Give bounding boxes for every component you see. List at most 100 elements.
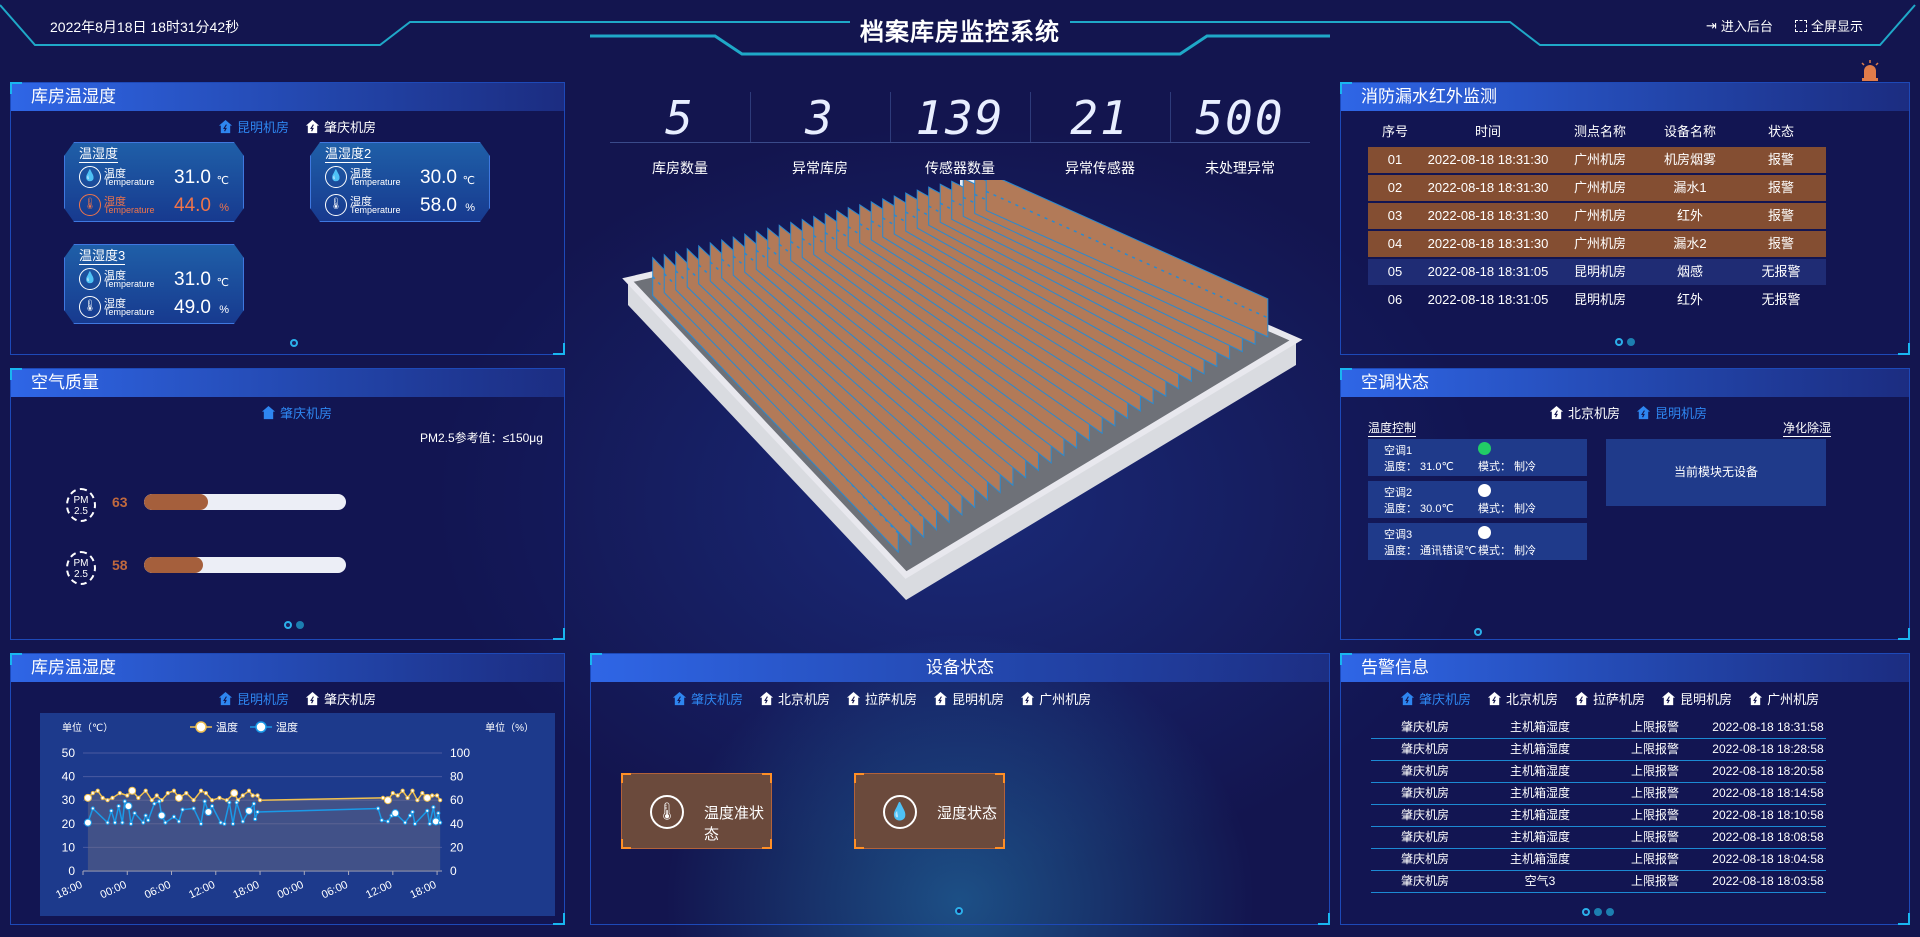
- ac-unit-card[interactable]: 空调1 温度： 31.0℃ 模式： 制冷: [1368, 439, 1587, 476]
- warehouse-3d-view[interactable]: [590, 180, 1330, 600]
- alarm-cell: 2022-08-18 18:10:58: [1712, 808, 1824, 822]
- alarm-row[interactable]: 肇庆机房 主机箱湿度 上限报警 2022-08-18 18:10:58: [1371, 805, 1826, 827]
- page-dot[interactable]: [1627, 338, 1635, 346]
- room-tab[interactable]: 肇庆机房: [672, 689, 743, 708]
- alarm-cell: 2022-08-18 18:08:58: [1712, 830, 1824, 844]
- room-tab[interactable]: 昆明机房: [1661, 689, 1732, 708]
- tab-zhaoqing[interactable]: 肇庆机房: [261, 403, 332, 422]
- room-tab[interactable]: 广州机房: [1020, 689, 1091, 708]
- table-cell: 广州机房: [1573, 152, 1627, 167]
- page-dot[interactable]: [1606, 908, 1614, 916]
- page-dot[interactable]: [955, 907, 963, 915]
- data-point: [410, 788, 415, 793]
- room-tab[interactable]: 北京机房: [1487, 689, 1558, 708]
- device-status-button[interactable]: 🌡 温度准状态: [621, 773, 772, 849]
- table-row[interactable]: 01 2022-08-18 18:31:30 广州机房 机房烟雾 报警: [1368, 147, 1826, 173]
- room-tab[interactable]: 肇庆机房: [305, 689, 376, 708]
- room-tab[interactable]: 拉萨机房: [846, 689, 917, 708]
- alarm-cell: 上限报警: [1630, 720, 1680, 734]
- data-point: [423, 793, 432, 802]
- page-dot[interactable]: [1474, 628, 1482, 636]
- table-row[interactable]: 04 2022-08-18 18:31:30 广州机房 漏水2 报警: [1368, 231, 1826, 257]
- panel-title: 消防漏水红外监测: [1341, 83, 1909, 111]
- table-row[interactable]: 03 2022-08-18 18:31:30 广州机房 红外 报警: [1368, 203, 1826, 229]
- page-dot[interactable]: [1615, 338, 1623, 346]
- y-left-axis-label: 单位（℃）: [62, 721, 113, 734]
- table-row[interactable]: 02 2022-08-18 18:31:30 广州机房 漏水1 报警: [1368, 175, 1826, 201]
- alarm-cell: 肇庆机房: [1400, 742, 1450, 756]
- data-point: [427, 821, 432, 826]
- alarm-cell: 上限报警: [1630, 786, 1680, 800]
- reading-label: 湿度: [350, 196, 372, 208]
- room-tab[interactable]: 肇庆机房: [305, 117, 376, 136]
- reading-sublabel: Temperature: [104, 205, 155, 215]
- tab-label: 拉萨机房: [865, 692, 918, 707]
- data-point: [240, 793, 245, 798]
- device-status-button[interactable]: 💧 湿度状态: [854, 773, 1005, 849]
- data-point: [253, 816, 258, 822]
- data-point: [143, 788, 148, 793]
- page-dot[interactable]: [1582, 908, 1590, 916]
- room-tab[interactable]: 广州机房: [1748, 689, 1819, 708]
- sensor-name: 温湿度2: [325, 146, 372, 161]
- alarm-cell: 主机箱湿度: [1509, 852, 1571, 866]
- alarm-row[interactable]: 肇庆机房 空气3 上限报警 2022-08-18 18:03:58: [1371, 871, 1826, 893]
- table-row[interactable]: 06 2022-08-18 18:31:05 昆明机房 红外 无报警: [1368, 287, 1826, 313]
- room-tab[interactable]: 昆明机房: [218, 117, 289, 136]
- alarm-row[interactable]: 肇庆机房 主机箱湿度 上限报警 2022-08-18 18:04:58: [1371, 849, 1826, 871]
- alarm-cell: 主机箱湿度: [1509, 830, 1571, 844]
- table-cell: 红外: [1676, 292, 1704, 307]
- room-tab[interactable]: 北京机房: [1549, 403, 1620, 422]
- alarm-row[interactable]: 肇庆机房 主机箱湿度 上限报警 2022-08-18 18:28:58: [1371, 739, 1826, 761]
- thermometer-icon: 🌡: [79, 296, 101, 318]
- ac-unit-card[interactable]: 空调3 温度： 通讯错误℃ 模式： 制冷: [1368, 523, 1587, 560]
- data-point: [246, 788, 252, 793]
- sensor-card[interactable]: 温湿度 💧 温度 Temperature 31.0 ℃ 🌡 湿度 Tempera…: [64, 142, 244, 222]
- room-tab[interactable]: 昆明机房: [1636, 403, 1707, 422]
- fullscreen-button[interactable]: 全屏显示: [1795, 16, 1863, 35]
- page-dot[interactable]: [296, 621, 304, 629]
- tab-label: 北京机房: [778, 692, 831, 707]
- data-point: [141, 820, 146, 825]
- enter-backend-button[interactable]: ⇥ 进入后台: [1706, 16, 1773, 35]
- panel-title: 库房温湿度: [11, 83, 564, 111]
- pm25-bar: [144, 494, 346, 510]
- alarm-siren-icon[interactable]: [1860, 60, 1880, 82]
- purify-dehumidify-tab[interactable]: 净化除湿: [1783, 421, 1832, 437]
- alarm-row[interactable]: 肇庆机房 主机箱湿度 上限报警 2022-08-18 18:14:58: [1371, 783, 1826, 805]
- room-tab[interactable]: 北京机房: [759, 689, 830, 708]
- reading-value: 58.0: [420, 195, 457, 216]
- room-tabs: 昆明机房 肇庆机房: [218, 117, 376, 136]
- room-tab[interactable]: 肇庆机房: [1400, 689, 1471, 708]
- alarm-cell: 2022-08-18 18:28:58: [1712, 742, 1824, 756]
- ac-unit-card[interactable]: 空调2 温度： 30.0℃ 模式： 制冷: [1368, 481, 1587, 518]
- room-tabs: 肇庆机房 北京机房 拉萨机房 昆明机房 广州机房: [672, 689, 1091, 708]
- reading-value: 49.0: [174, 297, 211, 318]
- pm25-value: 58: [112, 557, 128, 573]
- alarm-row[interactable]: 肇庆机房 主机箱湿度 上限报警 2022-08-18 18:08:58: [1371, 827, 1826, 849]
- alarm-row[interactable]: 肇庆机房 主机箱湿度 上限报警 2022-08-18 18:20:58: [1371, 761, 1826, 783]
- data-point: [117, 791, 122, 796]
- house-icon: [1021, 691, 1035, 706]
- sensor-card[interactable]: 温湿度2 💧 温度 Temperature 30.0 ℃ 🌡 湿度 Temper…: [310, 142, 490, 222]
- stat-divider: [1170, 92, 1171, 142]
- sensor-card[interactable]: 温湿度3 💧 温度 Temperature 31.0 ℃ 🌡 湿度 Temper…: [64, 244, 244, 324]
- water-drop-icon: 💧: [79, 166, 101, 188]
- table-cell: 2022-08-18 18:31:30: [1427, 208, 1549, 223]
- room-tab[interactable]: 昆明机房: [933, 689, 1004, 708]
- water-drops-icon: 💧: [883, 795, 917, 829]
- data-point: [83, 818, 92, 827]
- table-row[interactable]: 05 2022-08-18 18:31:05 昆明机房 烟感 无报警: [1368, 259, 1826, 285]
- page-dot[interactable]: [284, 621, 292, 629]
- pagination-dots: [955, 907, 963, 915]
- data-point: [407, 813, 413, 818]
- page-dot[interactable]: [290, 339, 298, 347]
- alarm-row[interactable]: 肇庆机房 主机箱湿度 上限报警 2022-08-18 18:31:58: [1371, 717, 1826, 739]
- alarm-cell: 肇庆机房: [1400, 808, 1450, 822]
- page-dot[interactable]: [1594, 908, 1602, 916]
- room-tab[interactable]: 拉萨机房: [1574, 689, 1645, 708]
- room-tab[interactable]: 昆明机房: [218, 689, 289, 708]
- reading-label: 湿度: [104, 196, 126, 208]
- temp-control-tab[interactable]: 温度控制: [1368, 421, 1417, 437]
- table-cell: 报警: [1767, 152, 1795, 167]
